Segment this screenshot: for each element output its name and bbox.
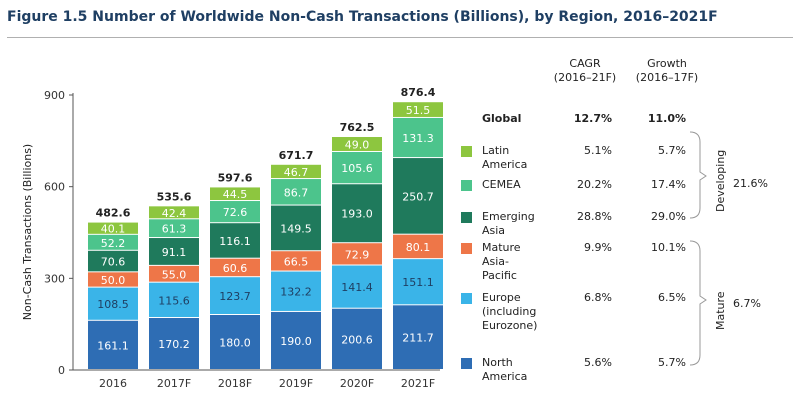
segment-label: 161.1 bbox=[97, 339, 129, 352]
bar-segment bbox=[271, 164, 321, 179]
segment-label: 250.7 bbox=[402, 190, 434, 203]
bar-total-label: 876.4 bbox=[401, 86, 436, 99]
segment-label: 52.2 bbox=[101, 237, 126, 250]
bar-segment bbox=[332, 265, 382, 308]
bar-segment bbox=[88, 287, 138, 320]
segment-label: 151.1 bbox=[402, 276, 434, 289]
segment-label: 131.3 bbox=[402, 132, 434, 145]
y-tick-label: 900 bbox=[44, 89, 65, 102]
bar-segment bbox=[332, 137, 382, 151]
segment-label: 40.1 bbox=[101, 223, 126, 236]
title-divider bbox=[7, 37, 793, 38]
segment-label: 44.5 bbox=[223, 188, 248, 201]
bar-segment bbox=[332, 151, 382, 184]
bar-segment bbox=[393, 117, 443, 158]
chart-labels: 161.1 108.5 50.0 70.6 52.240.1 482.6 2016 170.2… bbox=[96, 86, 436, 390]
segment-label: 86.7 bbox=[284, 186, 309, 199]
bar-segment bbox=[149, 206, 199, 219]
bar-segment bbox=[88, 272, 138, 287]
bar-segment bbox=[271, 271, 321, 311]
bar-segment bbox=[149, 265, 199, 282]
segment-label: 105.6 bbox=[341, 162, 373, 175]
y-tick-label: 300 bbox=[44, 272, 65, 285]
y-tick-label: 0 bbox=[58, 364, 65, 377]
x-tick-label: 2021F bbox=[401, 377, 435, 390]
segment-label: 149.5 bbox=[280, 222, 312, 235]
bar-segment bbox=[210, 315, 260, 369]
x-tick-label: 2018F bbox=[218, 377, 252, 390]
segment-label: 170.2 bbox=[158, 338, 190, 351]
x-tick-label: 2019F bbox=[279, 377, 313, 390]
bar-segment bbox=[271, 179, 321, 205]
bar-total-label: 535.6 bbox=[157, 190, 192, 203]
y-axis-label: Non-Cash Transactions (Billions) bbox=[21, 144, 34, 320]
segment-label: 80.1 bbox=[406, 241, 431, 254]
bar-segment bbox=[88, 250, 138, 272]
segment-label: 190.0 bbox=[280, 335, 312, 348]
bar-segment bbox=[88, 234, 138, 250]
segment-label: 200.6 bbox=[341, 333, 373, 346]
segment-label: 211.7 bbox=[402, 332, 434, 345]
bar-segment bbox=[210, 223, 260, 258]
bar-segment bbox=[271, 251, 321, 271]
segment-label: 180.0 bbox=[219, 337, 251, 350]
bar-segment bbox=[149, 219, 199, 238]
bar-total-label: 762.5 bbox=[340, 121, 375, 134]
bar-segment bbox=[149, 282, 199, 317]
bar-segment bbox=[271, 205, 321, 251]
bar-total-label: 671.7 bbox=[279, 149, 314, 162]
y-tick-label: 600 bbox=[44, 181, 65, 194]
bar-segment bbox=[149, 317, 199, 369]
segment-label: 116.1 bbox=[219, 235, 251, 248]
bar-segment bbox=[393, 305, 443, 369]
segment-label: 72.9 bbox=[345, 248, 370, 261]
bar-segment bbox=[88, 222, 138, 234]
bar-segment bbox=[88, 320, 138, 369]
segment-label: 141.4 bbox=[341, 281, 373, 294]
bar-segment bbox=[332, 184, 382, 243]
segment-label: 70.6 bbox=[101, 256, 126, 269]
segment-label: 108.5 bbox=[97, 298, 129, 311]
segment-label: 123.7 bbox=[219, 290, 251, 303]
segment-label: 50.0 bbox=[101, 274, 126, 287]
bar-segment bbox=[393, 102, 443, 117]
bar-segment bbox=[271, 311, 321, 369]
bar-segment bbox=[393, 259, 443, 305]
bar-segment bbox=[393, 158, 443, 234]
bar-segment bbox=[332, 308, 382, 369]
bar-segment bbox=[210, 258, 260, 277]
bar-segment bbox=[149, 238, 199, 265]
segment-label: 60.6 bbox=[223, 262, 248, 275]
bar-segment bbox=[210, 187, 260, 201]
bar-total-label: 597.6 bbox=[218, 171, 253, 184]
bar-total-label: 482.6 bbox=[96, 207, 131, 220]
x-tick-label: 2020F bbox=[340, 377, 374, 390]
x-tick-label: 2017F bbox=[157, 377, 191, 390]
bar-segment bbox=[393, 234, 443, 259]
chart-bars bbox=[88, 102, 443, 369]
bar-segment bbox=[210, 277, 260, 314]
segment-label: 49.0 bbox=[345, 139, 370, 152]
segment-label: 55.0 bbox=[162, 268, 187, 281]
segment-label: 91.1 bbox=[162, 246, 187, 259]
segment-label: 132.2 bbox=[280, 286, 312, 299]
bar-segment bbox=[210, 201, 260, 223]
segment-label: 66.5 bbox=[284, 255, 309, 268]
segment-label: 46.7 bbox=[284, 166, 309, 179]
bar-segment bbox=[332, 243, 382, 265]
segment-label: 61.3 bbox=[162, 223, 187, 236]
segment-label: 193.0 bbox=[341, 208, 373, 221]
segment-label: 42.4 bbox=[162, 207, 187, 220]
segment-label: 51.5 bbox=[406, 104, 431, 117]
x-tick-label: 2016 bbox=[99, 377, 127, 390]
figure-title: Figure 1.5 Number of Worldwide Non-Cash … bbox=[7, 9, 718, 25]
segment-label: 115.6 bbox=[158, 294, 190, 307]
chart-axes: 0 300 600 900 bbox=[44, 89, 440, 377]
segment-label: 72.6 bbox=[223, 206, 248, 219]
